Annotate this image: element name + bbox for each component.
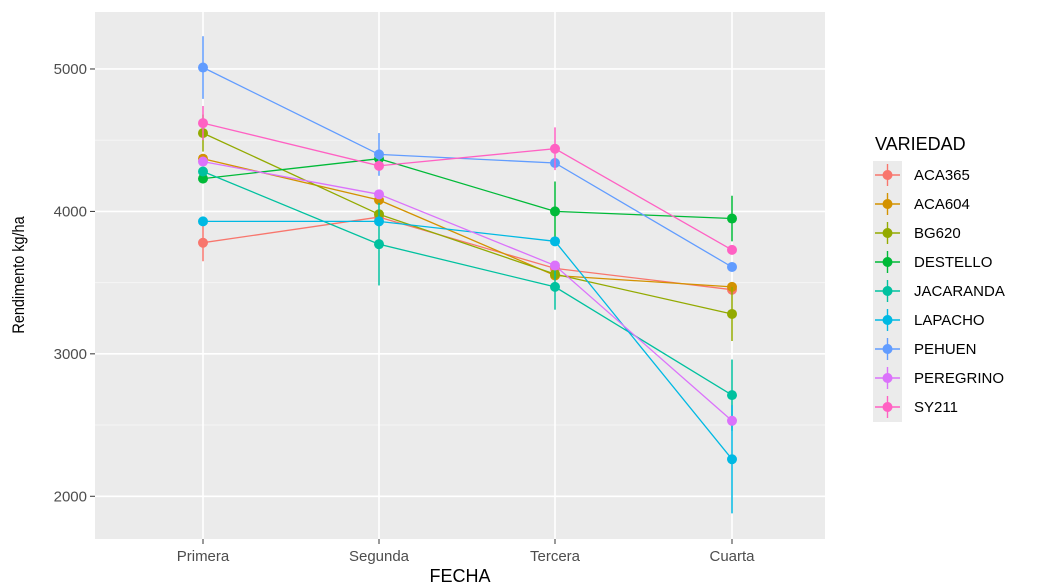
series-peregrino (198, 156, 737, 426)
data-point (374, 189, 384, 200)
legend-item-pehuen: PEHUEN (873, 335, 977, 364)
legend-label: JACARANDA (914, 283, 1005, 300)
legend-item-aca365: ACA365 (873, 161, 970, 190)
data-point (198, 62, 208, 73)
legend-label: PEREGRINO (914, 370, 1004, 387)
x-axis: Primera Segunda Tercera Cuarta (177, 539, 755, 565)
data-point (374, 160, 384, 171)
data-point (374, 149, 384, 160)
series-line (202, 160, 733, 422)
legend-item-bg620: BG620 (873, 219, 961, 248)
y-tick-label: 2000 (54, 488, 87, 505)
x-tick-label: Segunda (349, 548, 410, 565)
data-point (550, 260, 560, 271)
legend-key-point (882, 257, 893, 267)
data-point (727, 390, 737, 401)
legend-item-aca604: ACA604 (873, 190, 970, 219)
legend-label: ACA365 (914, 167, 970, 184)
legend-key-point (882, 373, 893, 383)
series-line (202, 158, 733, 288)
legend-key-point (882, 170, 893, 180)
data-point (374, 216, 384, 227)
x-tick-label: Tercera (530, 548, 581, 565)
y-tick-label: 4000 (54, 203, 87, 220)
series-line (202, 170, 733, 396)
data-point (198, 237, 208, 248)
legend-item-lapacho: LAPACHO (873, 306, 985, 335)
data-point (727, 244, 737, 255)
series-line (202, 132, 733, 315)
data-point (550, 143, 560, 154)
legend-key-point (882, 344, 893, 354)
legend-label: BG620 (914, 225, 961, 242)
x-axis-title: FECHA (429, 566, 490, 585)
legend-key-point (882, 402, 893, 412)
data-point (727, 261, 737, 272)
y-axis-title: Rendimento kg/ha (10, 216, 28, 333)
legend-key-point (882, 286, 893, 296)
series-line (202, 122, 733, 251)
data-point (550, 236, 560, 247)
series-line (202, 66, 733, 268)
legend-label: LAPACHO (914, 312, 985, 329)
data-point (198, 118, 208, 129)
data-point (374, 239, 384, 250)
legend: VARIEDAD ACA365 ACA604 BG620 DESTELLO JACARA… (873, 134, 1005, 422)
data-point (727, 213, 737, 224)
y-tick-label: 3000 (54, 346, 87, 363)
data-point (198, 216, 208, 227)
legend-item-destello: DESTELLO (873, 248, 992, 277)
series-line (202, 216, 733, 291)
legend-item-jacaranda: JACARANDA (873, 277, 1005, 306)
x-tick-label: Cuarta (709, 548, 755, 565)
legend-label: DESTELLO (914, 254, 992, 271)
data-point (198, 166, 208, 177)
data-point (198, 173, 208, 184)
data-point (727, 415, 737, 426)
x-tick-label: Primera (177, 548, 230, 565)
panel-background (95, 12, 825, 539)
y-axis: 2000 3000 4000 5000 (54, 61, 95, 505)
series-sy211 (198, 106, 737, 255)
legend-label: PEHUEN (914, 341, 977, 358)
legend-item-peregrino: PEREGRINO (873, 364, 1004, 393)
data-point (727, 454, 737, 465)
legend-title: VARIEDAD (875, 134, 966, 154)
data-point (550, 206, 560, 217)
legend-key-point (882, 199, 893, 209)
y-tick-label: 5000 (54, 61, 87, 78)
data-point (550, 281, 560, 292)
legend-label: ACA604 (914, 196, 970, 213)
chart-marks (198, 36, 737, 514)
legend-key-point (882, 228, 893, 238)
data-point (727, 308, 737, 319)
legend-key-point (882, 315, 893, 325)
legend-label: SY211 (914, 399, 958, 416)
data-point (198, 156, 208, 167)
legend-item-sy211: SY211 (873, 393, 958, 422)
series-line (203, 220, 733, 460)
